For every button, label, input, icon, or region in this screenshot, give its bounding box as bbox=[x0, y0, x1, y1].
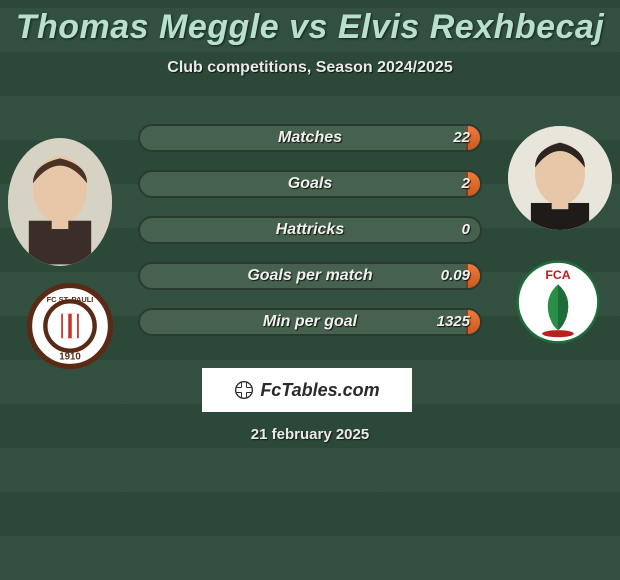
augsburg-badge-icon: FCA bbox=[508, 258, 608, 346]
stat-label: Min per goal bbox=[138, 308, 482, 336]
stpauli-badge-icon: FC ST. PAULI 1910 bbox=[20, 282, 120, 370]
fctables-icon bbox=[234, 380, 254, 400]
club-right-badge: FCA bbox=[508, 258, 608, 346]
player-right-face-icon bbox=[508, 126, 612, 230]
snapshot-date: 21 february 2025 bbox=[0, 426, 620, 443]
svg-text:FCA: FCA bbox=[545, 268, 570, 282]
player-left-avatar bbox=[8, 138, 112, 266]
stat-value-right: 1325 bbox=[437, 308, 470, 336]
stat-value-right: 0 bbox=[462, 216, 470, 244]
site-logo: FcTables.com bbox=[202, 368, 412, 412]
stat-value-right: 2 bbox=[462, 170, 470, 198]
stat-value-right: 0.09 bbox=[441, 262, 470, 290]
stat-label: Goals per match bbox=[138, 262, 482, 290]
stat-row: Hattricks0 bbox=[138, 216, 482, 244]
stat-value-right: 22 bbox=[453, 124, 470, 152]
stat-label: Goals bbox=[138, 170, 482, 198]
club-left-badge: FC ST. PAULI 1910 bbox=[20, 282, 120, 370]
page-subtitle: Club competitions, Season 2024/2025 bbox=[0, 59, 620, 77]
site-logo-text: FcTables.com bbox=[260, 380, 379, 401]
stat-row: Goals per match0.09 bbox=[138, 262, 482, 290]
stat-row: Goals2 bbox=[138, 170, 482, 198]
stat-row: Matches22 bbox=[138, 124, 482, 152]
stat-bars: Matches22 Goals2 Hattricks0 Goals per match… bbox=[138, 124, 482, 354]
player-left-face-icon bbox=[8, 138, 112, 266]
stat-label: Hattricks bbox=[138, 216, 482, 244]
stat-label: Matches bbox=[138, 124, 482, 152]
page-title: Thomas Meggle vs Elvis Rexhbecaj bbox=[0, 0, 620, 47]
svg-text:1910: 1910 bbox=[59, 351, 81, 362]
stat-row: Min per goal1325 bbox=[138, 308, 482, 336]
svg-text:FC ST. PAULI: FC ST. PAULI bbox=[47, 295, 94, 304]
player-right-avatar bbox=[508, 126, 612, 230]
